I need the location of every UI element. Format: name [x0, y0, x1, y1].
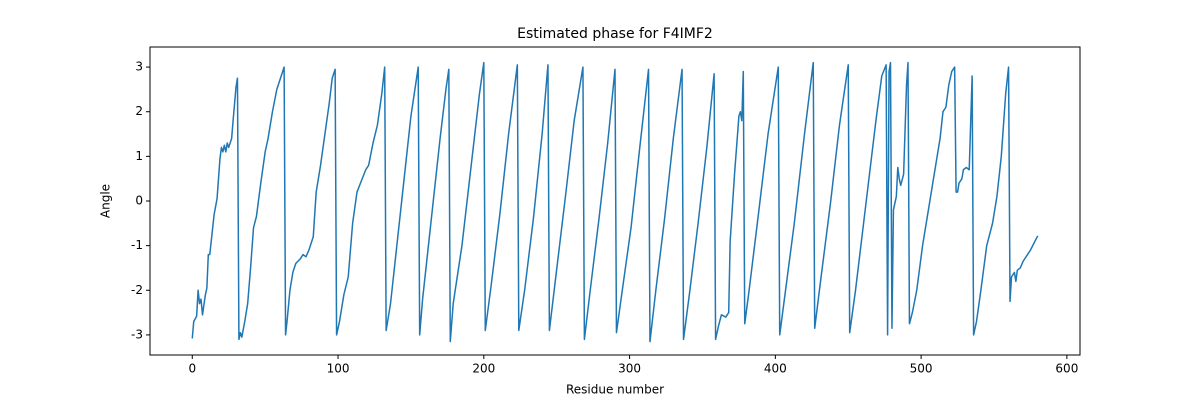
- y-tick-label: -2: [131, 283, 143, 297]
- chart-title: Estimated phase for F4IMF2: [517, 26, 713, 42]
- plot-frame: [149, 46, 1081, 356]
- y-tick-label: 0: [135, 194, 143, 208]
- x-tick-label: 400: [764, 362, 787, 376]
- x-tick-label: 200: [472, 362, 495, 376]
- y-tick-label: 1: [135, 149, 143, 163]
- x-tick-label: 100: [327, 362, 350, 376]
- y-tick-label: 2: [135, 104, 143, 118]
- y-tick-label: 3: [135, 60, 143, 74]
- x-axis-label: Residue number: [566, 383, 664, 397]
- x-tick-label: 300: [618, 362, 641, 376]
- data-line: [191, 61, 1039, 343]
- x-tick-label: 600: [1055, 362, 1078, 376]
- x-tick-label: 500: [910, 362, 933, 376]
- x-tick-label: 0: [188, 362, 196, 376]
- y-axis-label: Angle: [99, 184, 113, 218]
- y-tick-label: -1: [131, 238, 143, 252]
- y-tick-label: -3: [131, 327, 143, 341]
